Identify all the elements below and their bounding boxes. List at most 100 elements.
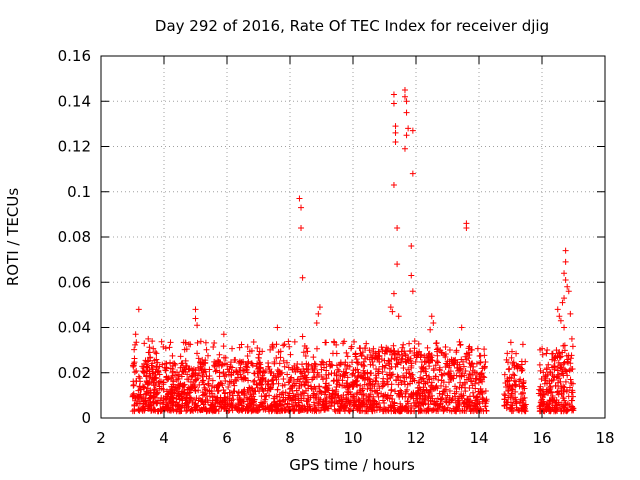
x-tick-label: 10 [343, 429, 362, 447]
data-point [178, 373, 185, 380]
data-point [187, 407, 194, 414]
data-point [569, 389, 576, 396]
data-point [161, 364, 168, 371]
data-point [450, 375, 457, 382]
data-point [408, 390, 415, 397]
data-point [406, 348, 413, 355]
data-point [402, 350, 409, 357]
data-point [402, 381, 408, 388]
data-point [560, 403, 567, 410]
data-point [146, 354, 153, 361]
data-point [450, 360, 457, 367]
data-point [156, 385, 163, 392]
data-point [469, 360, 476, 367]
data-point [536, 361, 543, 368]
data-point [411, 338, 418, 345]
data-point [301, 390, 308, 397]
data-point [390, 100, 397, 107]
data-point [506, 365, 513, 372]
data-point [312, 361, 319, 368]
data-point [153, 350, 160, 357]
y-tick-label: 0.12 [58, 138, 91, 156]
data-point [244, 352, 251, 359]
data-point [171, 390, 178, 397]
data-point [137, 391, 144, 398]
data-point [394, 224, 401, 231]
data-point [565, 393, 572, 400]
data-point [214, 383, 221, 390]
data-point [287, 351, 294, 358]
data-point [141, 340, 148, 347]
data-point [405, 366, 412, 373]
data-point [302, 353, 309, 360]
data-point [277, 354, 284, 361]
data-point [463, 398, 470, 405]
data-point [151, 386, 158, 393]
data-point [363, 340, 370, 347]
data-point [173, 408, 180, 415]
data-point [344, 353, 351, 360]
data-point [561, 359, 568, 366]
data-point [456, 361, 463, 368]
data-point [236, 344, 243, 351]
data-point [310, 354, 317, 361]
data-point [408, 402, 415, 409]
data-point [323, 380, 330, 387]
data-point [286, 343, 293, 350]
data-point [433, 398, 440, 405]
data-point [398, 356, 405, 363]
data-point [304, 392, 311, 399]
data-point [163, 360, 170, 367]
data-point [330, 390, 337, 397]
data-point [329, 350, 336, 357]
data-point [559, 299, 566, 306]
data-point [568, 352, 575, 359]
data-point [392, 129, 399, 136]
data-point [427, 398, 434, 405]
data-point [543, 366, 550, 373]
data-point [335, 368, 342, 375]
data-point [170, 360, 177, 367]
data-point [236, 358, 243, 365]
data-point [139, 383, 146, 390]
data-point [550, 373, 557, 380]
data-point [321, 364, 328, 371]
data-point [437, 396, 444, 403]
data-point [226, 395, 233, 402]
data-point [202, 406, 209, 413]
x-axis-title: GPS time / hours [289, 456, 415, 474]
data-point [399, 344, 406, 351]
data-point [468, 399, 475, 406]
data-point [426, 363, 433, 370]
data-point [421, 397, 428, 404]
data-point [236, 397, 243, 404]
data-point [480, 396, 487, 403]
data-point [462, 367, 469, 374]
data-point [169, 386, 176, 393]
data-point [131, 408, 138, 415]
data-point [154, 390, 161, 397]
data-point [436, 390, 443, 397]
data-point [456, 373, 463, 380]
data-point [226, 366, 233, 373]
data-point [271, 406, 278, 413]
data-point [343, 369, 350, 376]
data-point [216, 351, 223, 358]
data-point [352, 353, 359, 360]
data-point [256, 351, 263, 358]
data-point [234, 406, 241, 413]
data-point [386, 358, 393, 365]
data-point [412, 358, 419, 365]
data-point [202, 339, 209, 346]
data-point [519, 366, 526, 373]
data-point [209, 377, 216, 384]
data-point [474, 345, 481, 352]
data-point [154, 359, 161, 366]
data-point [453, 403, 460, 410]
data-point [557, 405, 564, 412]
data-point [520, 377, 527, 384]
data-point [188, 384, 195, 391]
data-point [221, 389, 228, 396]
data-point [185, 376, 192, 383]
data-point [548, 377, 555, 384]
